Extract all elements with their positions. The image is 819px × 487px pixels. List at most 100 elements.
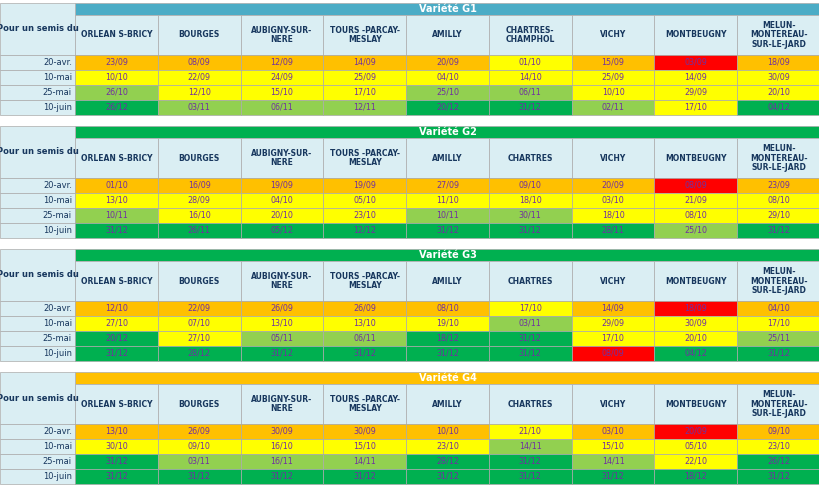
Bar xyxy=(488,331,571,346)
Text: Pour un semis du: Pour un semis du xyxy=(0,148,79,156)
Text: BOURGES: BOURGES xyxy=(179,400,219,409)
Text: 26/12: 26/12 xyxy=(767,457,790,466)
Bar xyxy=(240,424,323,439)
Text: TOURS -PARCAY-
MESLAY: TOURS -PARCAY- MESLAY xyxy=(329,272,399,290)
Text: 20/09: 20/09 xyxy=(601,181,624,190)
Bar xyxy=(654,316,736,331)
Bar xyxy=(0,346,75,361)
Bar xyxy=(240,138,323,178)
Bar xyxy=(571,439,654,454)
Text: 23/09: 23/09 xyxy=(767,181,790,190)
Text: 20/12: 20/12 xyxy=(436,103,459,112)
Text: 05/11: 05/11 xyxy=(270,334,293,343)
Text: MELUN-
MONTEREAU-
SUR-LE-JARD: MELUN- MONTEREAU- SUR-LE-JARD xyxy=(749,390,807,418)
Bar xyxy=(0,85,75,100)
Text: 17/10: 17/10 xyxy=(518,304,541,313)
Text: Variété G4: Variété G4 xyxy=(418,374,476,383)
Bar xyxy=(736,301,819,316)
Text: 15/10: 15/10 xyxy=(601,442,624,451)
Bar xyxy=(323,193,405,208)
Bar xyxy=(240,208,323,223)
Bar xyxy=(0,3,75,55)
Bar xyxy=(240,70,323,85)
Bar xyxy=(240,454,323,469)
Bar xyxy=(654,346,736,361)
Text: 10/10: 10/10 xyxy=(436,427,459,436)
Text: AMILLY: AMILLY xyxy=(432,400,462,409)
Bar xyxy=(654,384,736,424)
Text: 17/10: 17/10 xyxy=(684,103,707,112)
Text: 31/12: 31/12 xyxy=(105,457,128,466)
Bar xyxy=(157,331,240,346)
Text: 25/10: 25/10 xyxy=(436,88,459,97)
Bar xyxy=(0,301,75,316)
Text: 25-mai: 25-mai xyxy=(43,211,72,220)
Bar xyxy=(75,384,157,424)
Bar xyxy=(654,223,736,238)
Bar xyxy=(488,262,571,301)
Bar xyxy=(736,384,819,424)
Bar xyxy=(323,424,405,439)
Bar xyxy=(571,424,654,439)
Bar xyxy=(240,100,323,115)
Bar xyxy=(405,454,488,469)
Bar xyxy=(736,331,819,346)
Bar xyxy=(323,346,405,361)
Text: 31/12: 31/12 xyxy=(518,349,541,358)
Text: MONTBEUGNY: MONTBEUGNY xyxy=(664,277,726,285)
Text: 31/12: 31/12 xyxy=(518,457,541,466)
Bar xyxy=(405,193,488,208)
Bar xyxy=(75,249,819,262)
Bar xyxy=(736,208,819,223)
Bar xyxy=(323,15,405,55)
Bar xyxy=(488,15,571,55)
Text: 23/09: 23/09 xyxy=(105,57,128,67)
Bar xyxy=(488,100,571,115)
Text: MELUN-
MONTEREAU-
SUR-LE-JARD: MELUN- MONTEREAU- SUR-LE-JARD xyxy=(749,144,807,172)
Text: TOURS -PARCAY-
MESLAY: TOURS -PARCAY- MESLAY xyxy=(329,26,399,44)
Text: 11/10: 11/10 xyxy=(436,196,459,205)
Bar xyxy=(405,331,488,346)
Bar xyxy=(0,223,75,238)
Bar xyxy=(405,100,488,115)
Bar xyxy=(240,262,323,301)
Bar xyxy=(654,178,736,193)
Bar xyxy=(488,223,571,238)
Text: 04/12: 04/12 xyxy=(684,349,707,358)
Bar xyxy=(654,439,736,454)
Text: 31/12: 31/12 xyxy=(436,226,459,235)
Bar xyxy=(654,469,736,484)
Text: 18/12: 18/12 xyxy=(436,334,459,343)
Text: 31/12: 31/12 xyxy=(767,472,789,481)
Bar xyxy=(240,85,323,100)
Bar xyxy=(736,469,819,484)
Bar xyxy=(323,316,405,331)
Bar xyxy=(488,178,571,193)
Bar xyxy=(157,193,240,208)
Bar xyxy=(157,85,240,100)
Text: 30/10: 30/10 xyxy=(105,442,128,451)
Text: VICHY: VICHY xyxy=(600,277,626,285)
Text: 08/10: 08/10 xyxy=(684,211,706,220)
Bar xyxy=(736,138,819,178)
Text: 16/11: 16/11 xyxy=(270,457,293,466)
Bar xyxy=(323,301,405,316)
Text: BOURGES: BOURGES xyxy=(179,31,219,39)
Bar xyxy=(571,55,654,70)
Bar xyxy=(488,384,571,424)
Bar xyxy=(654,454,736,469)
Text: 31/12: 31/12 xyxy=(601,472,624,481)
Bar xyxy=(157,262,240,301)
Bar xyxy=(323,85,405,100)
Bar xyxy=(323,70,405,85)
Bar xyxy=(0,454,75,469)
Text: 08/10: 08/10 xyxy=(436,304,459,313)
Text: 31/12: 31/12 xyxy=(518,103,541,112)
Text: 30/09: 30/09 xyxy=(270,427,293,436)
Text: 03/10: 03/10 xyxy=(601,427,624,436)
Bar xyxy=(571,331,654,346)
Bar xyxy=(405,469,488,484)
Text: 10/11: 10/11 xyxy=(105,211,128,220)
Bar xyxy=(75,55,157,70)
Bar xyxy=(736,454,819,469)
